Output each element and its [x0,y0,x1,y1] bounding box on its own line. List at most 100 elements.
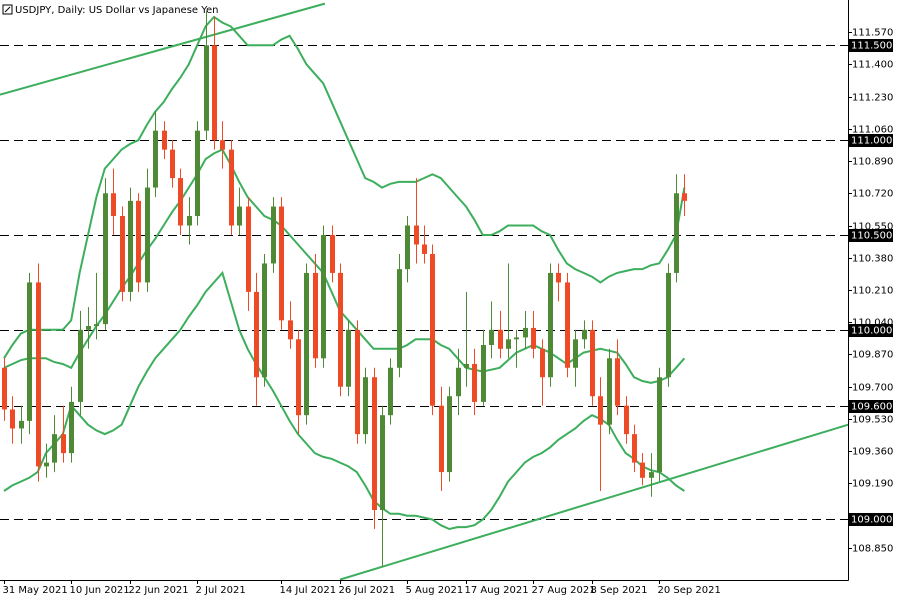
y-tick-label: 111.230 [852,93,893,104]
x-tick-label: 8 Sep 2021 [591,585,648,596]
candle-body [44,462,49,467]
candle-body [178,178,183,226]
y-tick-label: 110.210 [852,286,893,297]
y-tick-label: 110.720 [852,189,893,200]
candle-body [582,329,587,340]
band-line [3,270,685,531]
candle-body [447,396,452,473]
candle-body [548,272,553,378]
candle-body [304,272,309,416]
candle-body [456,367,461,397]
candle-body [372,377,377,511]
chart-title: USDJPY, Daily: US Dollar vs Japanese Yen [15,5,219,16]
y-tick-label: 110.040 [852,318,893,329]
candle-body [590,329,595,397]
candle-body [531,327,536,349]
candle-body [69,401,74,454]
candle-body [573,339,578,368]
candle-body [422,244,427,254]
candle-body [237,206,242,226]
x-tick-label: 26 Jul 2021 [339,585,396,596]
title-group: USDJPY, Daily: US Dollar vs Japanese Yen [2,4,219,16]
x-tick-label: 10 Jun 2021 [70,585,130,596]
y-tick-label: 111.060 [852,125,893,136]
y-tick-label: 110.550 [852,222,893,233]
candle-body [514,337,519,340]
y-tick-label: 109.530 [852,415,893,426]
candle-body [397,269,402,368]
plot-area [0,2,848,580]
x-tick-label: 27 Aug 2021 [532,585,596,596]
y-tick-label: 109.700 [852,383,893,394]
axes: 111.570 111.400 111.230 111.060 110.890 110.7… [3,28,894,597]
candle-body [355,329,360,435]
candle-body [321,234,326,359]
candle-body [19,420,24,429]
candle-body [439,405,444,473]
trend-line [339,423,848,580]
candle-body [632,434,637,463]
band-line [3,148,686,384]
candle-body [649,472,654,478]
candle-body [640,462,645,478]
title-icon-stroke [4,6,11,13]
candle-body [481,345,486,402]
candle-body [430,253,435,406]
candle-body [674,193,679,273]
level-label: 111.500 [851,41,892,52]
candle-body [254,291,259,378]
level-label: 110.000 [851,326,892,337]
x-tick-label: 20 Sep 2021 [658,585,721,596]
level-label: 109.000 [851,515,892,526]
title-icon [2,4,13,15]
x-tick-label: 14 Jul 2021 [280,585,337,596]
candle-body [288,320,293,340]
candle-body [523,327,528,338]
candle-body [36,282,41,467]
x-tick-label: 5 Aug 2021 [406,585,464,596]
candle-body [464,363,469,368]
candle-body [414,225,419,245]
candle-body [598,396,603,425]
candle-body [136,200,141,283]
candle-body [195,130,200,217]
candle-body [103,193,108,325]
candle-body [565,282,570,368]
trend-line [0,2,326,96]
candle-body [204,45,209,131]
candle-body [657,377,662,473]
y-tick-label: 111.400 [852,60,893,71]
candle-body [153,130,158,188]
band-line [3,15,686,359]
candle-body [2,367,7,410]
candle-body [338,272,343,387]
candle-body [682,193,687,201]
candle-body [296,339,301,416]
candle-body [170,149,175,179]
candle-body [86,326,91,330]
candle-body [111,193,116,217]
candle-body [162,130,167,150]
level-label-box [849,39,893,52]
candle-body [246,206,251,292]
candle-body [271,206,276,264]
candle-body [506,339,511,349]
level-label: 111.000 [851,136,892,147]
y-tick-label: 109.870 [852,350,893,361]
candle-body [262,263,267,378]
candle-body [229,149,234,226]
candle-body [145,187,150,283]
level-label-box [849,324,893,337]
level-label: 110.500 [851,231,892,242]
candle-body [187,216,192,226]
candle-body [624,405,629,435]
y-tick-label: 108.850 [852,544,893,555]
y-tick-label: 111.570 [852,28,893,39]
y-tick-label: 110.380 [852,254,893,265]
level-label-box [849,400,893,413]
candle-body [498,329,503,349]
candle-body [346,329,351,387]
candle-body [94,324,99,327]
